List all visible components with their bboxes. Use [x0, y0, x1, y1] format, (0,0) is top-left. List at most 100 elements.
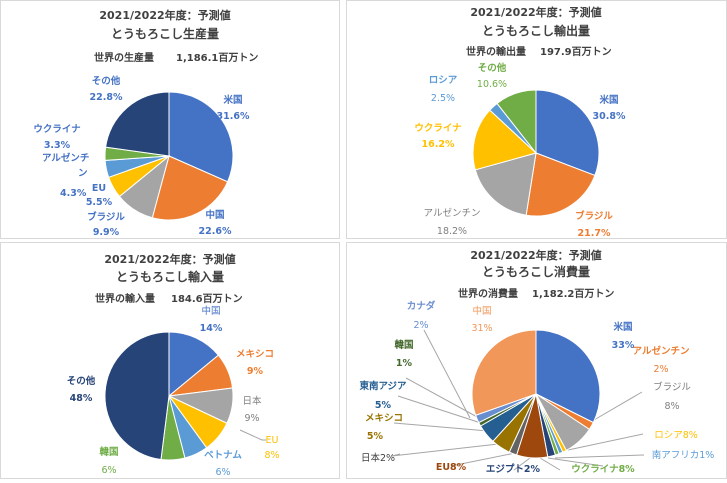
pie-slice — [496, 89, 537, 155]
slice-label-value: 16.2% — [422, 139, 455, 150]
slice-label-name: その他 — [478, 62, 507, 74]
slice-label-value: 9% — [244, 413, 259, 424]
slice-label-value: 1% — [396, 358, 413, 369]
pie-slice — [535, 89, 600, 177]
pie-production — [104, 91, 234, 221]
pie-slice — [105, 91, 170, 157]
slice-label-value: 5.5% — [86, 197, 113, 208]
pie-consumption — [471, 329, 601, 459]
slice-label-name: ロシア — [429, 75, 458, 86]
slice-label: 南アフリカ1% — [652, 449, 715, 461]
slice-label-value: 8% — [264, 450, 279, 461]
chart-subtitle: とうもろこし輸出量 — [482, 23, 590, 38]
slice-label-name: 中国 — [205, 209, 224, 221]
slice-label-value: 33% — [612, 340, 635, 351]
slice-label-name: 中国 — [201, 305, 220, 317]
slice-label-name: ウクライナ — [414, 123, 461, 134]
slice-label-name: ン — [78, 168, 88, 179]
slice-label-value: 2.5% — [431, 93, 455, 104]
pie-slice — [104, 331, 170, 461]
slice-label-name: メキシコ — [236, 349, 274, 360]
slice-label-name: アルゼンチン — [424, 207, 481, 219]
pie-slice — [472, 109, 537, 171]
slice-label-name: EU — [92, 183, 106, 194]
chart-subtitle: とうもろこし生産量 — [111, 26, 219, 41]
slice-label-value: 18.2% — [437, 226, 467, 237]
slice-label-value: 9% — [247, 366, 264, 377]
slice-label-value: 31.6% — [217, 111, 250, 122]
pie-slice — [535, 329, 601, 424]
total-value: 1,182.2百万トン — [532, 288, 614, 300]
slice-label-value: 31% — [471, 323, 492, 334]
slice-label-name: 米国 — [612, 321, 632, 333]
slice-label-name: アルゼンチン — [633, 345, 690, 357]
pie-slice — [525, 152, 596, 217]
slice-label-value: 14% — [200, 323, 223, 334]
total-label: 世界の消費量 — [458, 287, 518, 300]
pie-slice — [168, 91, 234, 183]
pie-slice — [474, 152, 537, 216]
slice-label-value: 5% — [367, 431, 384, 442]
slice-label-name: アルゼンチ — [42, 152, 89, 164]
total-label: 世界の生産量 — [94, 51, 154, 64]
slice-label-name: 日本 — [242, 395, 262, 407]
chart-subtitle: とうもろこし輸入量 — [116, 269, 224, 284]
pie-import — [104, 331, 234, 461]
slice-label-name: EU — [266, 435, 279, 446]
slice-label-name: メキシコ — [365, 413, 403, 424]
slice-label-name: ウクライナ — [33, 124, 80, 135]
slice-label-name: 韓国 — [99, 446, 118, 458]
slice-label-name: 韓国 — [394, 339, 413, 351]
pie-export — [472, 89, 600, 217]
slice-label-value: 8% — [664, 401, 679, 412]
leader-line — [239, 429, 266, 441]
slice-label-value: 22.8% — [90, 92, 123, 103]
slice-label-value: 4.3% — [60, 188, 87, 199]
slice-label: ロシア8% — [654, 430, 698, 441]
slice-label-name: ブラジル — [87, 211, 125, 223]
chart-title: 2021/2022年度：予測値 — [470, 248, 601, 262]
pie-slice — [471, 329, 537, 416]
total-value: 197.9百万トン — [540, 46, 612, 58]
total-value: 1,186.1百万トン — [176, 52, 258, 64]
slice-label-value: 3.3% — [44, 140, 71, 151]
slice-label-value: 22.6% — [199, 226, 232, 237]
slice-label: ウクライナ8% — [571, 464, 635, 475]
slice-label-name: 米国 — [222, 94, 242, 106]
slice-label-name: 中国 — [472, 305, 491, 317]
slice-label-value: 30.8% — [593, 111, 626, 122]
slice-label: 日本2% — [361, 452, 395, 464]
panel-border — [0, 0, 340, 239]
slice-label: EU8% — [436, 462, 467, 473]
total-label: 世界の輸入量 — [95, 292, 155, 305]
chart-subtitle: とうもろこし消費量 — [482, 264, 590, 279]
slice-label-value: 2% — [413, 320, 428, 331]
chart-title: 2021/2022年度：予測値 — [470, 5, 601, 19]
slice-label: エジプト2% — [486, 463, 541, 475]
slice-label-value: 6% — [101, 465, 116, 476]
slice-label-name: ブラジル — [575, 210, 613, 222]
slice-label-name: ベトナム — [204, 450, 242, 461]
total-value: 184.6百万トン — [171, 293, 243, 305]
slice-label-name: ブラジル — [653, 381, 691, 393]
slice-label-value: 2% — [653, 364, 668, 375]
slice-label-name: その他 — [92, 75, 121, 87]
leader-lines — [391, 329, 645, 471]
slice-label-value: 5% — [375, 400, 392, 411]
chart-title: 2021/2022年度：予測値 — [104, 252, 235, 266]
slice-label-name: カナダ — [407, 300, 436, 312]
slice-label-name: 米国 — [598, 94, 618, 106]
slice-label-value: 10.6% — [477, 79, 507, 90]
slice-label-name: その他 — [67, 375, 96, 387]
pie-slice — [151, 155, 229, 221]
slice-label-value: 9.9% — [93, 227, 120, 238]
slice-label-value: 48% — [70, 393, 93, 404]
pie-slice — [168, 331, 220, 398]
slice-label-value: 21.7% — [578, 228, 611, 239]
slice-label-value: 6% — [215, 467, 230, 478]
slice-label-name: 東南アジア — [358, 380, 407, 392]
chart-title: 2021/2022年度：予測値 — [99, 8, 230, 22]
total-label: 世界の輸出量 — [466, 45, 526, 58]
